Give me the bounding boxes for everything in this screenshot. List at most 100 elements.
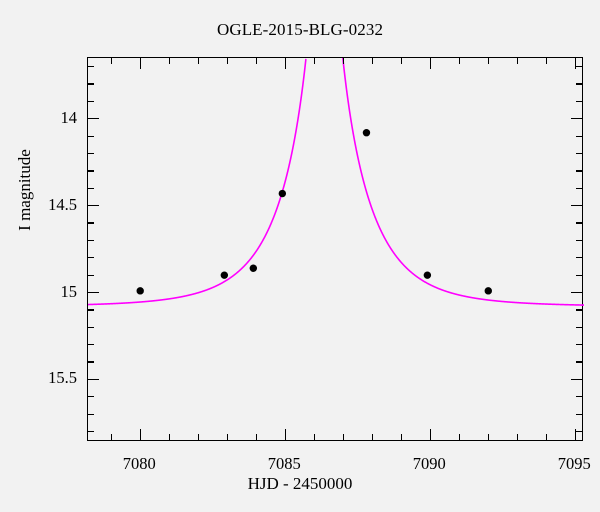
plot-area: [87, 57, 584, 441]
x-minor-tick: [110, 434, 112, 440]
y-minor-tick: [88, 274, 94, 276]
y-minor-tick: [576, 83, 582, 85]
y-minor-tick: [88, 135, 94, 137]
y-minor-tick: [576, 309, 582, 311]
x-minor-tick: [342, 58, 344, 64]
x-major-tick: [574, 429, 576, 440]
y-minor-tick: [576, 66, 582, 68]
y-minor-tick: [576, 430, 582, 433]
x-tick-label: 7085: [267, 454, 301, 473]
x-minor-tick: [168, 58, 170, 64]
y-tick-label: 15.5: [48, 368, 77, 388]
x-minor-tick: [371, 58, 373, 64]
y-major-tick: [571, 291, 582, 294]
x-major-tick: [429, 429, 431, 440]
y-tick-label: 14.5: [48, 194, 77, 214]
y-minor-tick: [88, 396, 94, 398]
x-minor-tick: [110, 58, 112, 64]
data-point: [362, 129, 371, 137]
y-minor-tick: [88, 361, 94, 363]
x-minor-tick: [313, 434, 315, 440]
x-major-tick: [139, 58, 141, 69]
y-minor-tick: [88, 344, 94, 346]
y-minor-tick: [88, 413, 94, 415]
y-axis-label: I magnitude: [15, 149, 34, 231]
x-tick-label: 7095: [557, 454, 591, 473]
y-tick-label: 15: [60, 281, 78, 301]
y-tick-label: 14: [60, 107, 78, 127]
y-minor-tick: [88, 83, 94, 85]
y-minor-tick: [88, 100, 94, 103]
x-tick-label: 7080: [122, 454, 156, 473]
y-major-tick: [571, 118, 582, 120]
y-minor-tick: [88, 222, 94, 224]
y-major-tick: [88, 205, 99, 207]
x-minor-tick: [545, 58, 547, 64]
y-major-tick: [571, 378, 582, 381]
x-minor-tick: [487, 434, 489, 440]
y-minor-tick: [576, 344, 582, 346]
plot-canvas: [88, 58, 584, 306]
x-axis-label: HJD - 2450000: [247, 474, 353, 493]
x-tick-label: 7090: [412, 454, 446, 473]
x-major-tick: [429, 58, 431, 69]
x-minor-tick: [197, 434, 199, 440]
data-point: [249, 264, 258, 272]
x-minor-tick: [313, 58, 315, 64]
y-minor-tick: [576, 413, 582, 415]
y-minor-tick: [576, 361, 582, 363]
x-minor-tick: [458, 434, 460, 440]
y-major-tick: [88, 378, 99, 381]
y-minor-tick: [88, 152, 94, 155]
y-minor-tick: [88, 66, 94, 68]
x-minor-tick: [516, 434, 518, 440]
x-minor-tick: [516, 58, 518, 64]
y-minor-tick: [88, 430, 94, 433]
page-title: OGLE-2015-BLG-0232: [216, 20, 384, 39]
x-minor-tick: [226, 58, 228, 64]
x-major-tick: [284, 429, 286, 440]
x-minor-tick: [255, 58, 257, 64]
data-point: [136, 287, 144, 295]
y-major-tick: [88, 291, 99, 294]
x-minor-tick: [400, 434, 402, 440]
y-minor-tick: [88, 326, 94, 328]
y-minor-tick: [576, 135, 582, 137]
data-point-group: [136, 129, 492, 295]
y-minor-tick: [576, 257, 582, 259]
data-point: [484, 287, 492, 295]
x-minor-tick: [255, 434, 257, 440]
y-minor-tick: [576, 239, 582, 242]
x-minor-tick: [487, 58, 489, 64]
model-curve: [88, 58, 584, 306]
x-major-tick: [574, 58, 576, 69]
x-minor-tick: [458, 58, 460, 64]
x-minor-tick: [342, 434, 344, 440]
y-minor-tick: [88, 187, 94, 189]
data-point: [220, 271, 229, 279]
x-minor-tick: [197, 58, 199, 64]
x-minor-tick: [371, 434, 373, 440]
y-major-tick: [88, 118, 99, 120]
y-minor-tick: [576, 170, 582, 172]
y-minor-tick: [576, 100, 582, 103]
y-minor-tick: [88, 170, 94, 172]
y-minor-tick: [576, 396, 582, 398]
y-minor-tick: [88, 257, 94, 259]
x-minor-tick: [168, 434, 170, 440]
y-minor-tick: [576, 222, 582, 224]
y-minor-tick: [88, 239, 94, 242]
x-major-tick: [284, 58, 286, 69]
y-minor-tick: [88, 309, 94, 311]
y-minor-tick: [576, 326, 582, 328]
x-minor-tick: [400, 58, 402, 64]
y-minor-tick: [576, 152, 582, 155]
y-minor-tick: [576, 187, 582, 189]
x-minor-tick: [545, 434, 547, 440]
y-minor-tick: [576, 274, 582, 276]
y-major-tick: [571, 205, 582, 207]
data-point: [278, 189, 287, 198]
x-major-tick: [139, 429, 141, 440]
x-minor-tick: [226, 434, 228, 440]
